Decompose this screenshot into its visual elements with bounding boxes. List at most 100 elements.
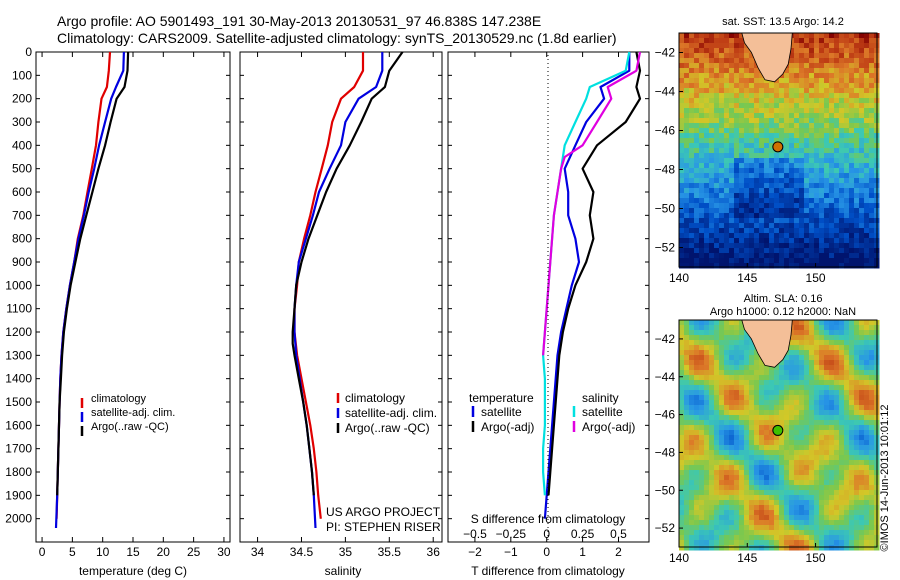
map-cell (684, 73, 690, 79)
map-cell (694, 223, 700, 229)
map-cell (799, 395, 805, 401)
map-cell (829, 325, 835, 331)
map-cell (804, 33, 810, 39)
map-cell (814, 320, 820, 326)
map-cell (864, 178, 870, 184)
map-cell (779, 510, 785, 516)
map-cell (724, 380, 730, 386)
map-cell (764, 400, 770, 406)
map-cell (724, 183, 730, 189)
map-cell (684, 405, 690, 411)
map-cell (769, 198, 775, 204)
map-cell (704, 248, 710, 254)
map-cell (769, 400, 775, 406)
map-cell (754, 248, 760, 254)
map-cell (834, 78, 840, 84)
map-cell (694, 390, 700, 396)
map-cell (844, 233, 850, 239)
map-cell (719, 178, 725, 184)
map-cell (759, 93, 765, 99)
map-cell (849, 238, 855, 244)
map-cell (764, 465, 770, 471)
map-cell (804, 188, 810, 194)
map-cell (869, 365, 875, 371)
map-cell (739, 485, 745, 491)
map-cell (864, 188, 870, 194)
map-cell (734, 450, 740, 456)
map-cell (849, 38, 855, 44)
map-cell (739, 48, 745, 54)
map-cell (729, 525, 735, 531)
map-cell (799, 465, 805, 471)
map-cell (704, 395, 710, 401)
map-cell (709, 113, 715, 119)
map-cell (814, 158, 820, 164)
map-cell (839, 350, 845, 356)
map-cell (869, 138, 875, 144)
map-cell (834, 515, 840, 521)
map-cell (854, 153, 860, 159)
map-cell (704, 440, 710, 446)
map-cell (729, 58, 735, 64)
map-cell (814, 485, 820, 491)
map-cell (809, 460, 815, 466)
map-cell (799, 243, 805, 249)
map-cell (844, 370, 850, 376)
y-tick-label: 1400 (5, 372, 32, 386)
map-cell (789, 375, 795, 381)
map-cell (714, 213, 720, 219)
map-cell (774, 490, 780, 496)
map-cell (794, 475, 800, 481)
map-cell (719, 238, 725, 244)
map-cell (839, 83, 845, 89)
map-cell (729, 430, 735, 436)
map-cell (754, 425, 760, 431)
map-cell (789, 123, 795, 129)
map-cell (729, 218, 735, 224)
map-cell (684, 470, 690, 476)
map-cell (814, 248, 820, 254)
map-cell (699, 213, 705, 219)
map-cell (839, 113, 845, 119)
map-cell (789, 420, 795, 426)
map-cell (859, 540, 865, 546)
map-cell (694, 88, 700, 94)
map-cell (744, 88, 750, 94)
map-cell (714, 395, 720, 401)
map-cell (849, 370, 855, 376)
x-tick-label: 30 (217, 545, 231, 559)
map-cell (689, 193, 695, 199)
map-cell (824, 203, 830, 209)
map-cell (719, 103, 725, 109)
map-cell (729, 78, 735, 84)
map-cell (799, 88, 805, 94)
map-cell (724, 118, 730, 124)
map-cell (699, 98, 705, 104)
map-cell (829, 93, 835, 99)
map-cell (764, 238, 770, 244)
map-cell (819, 395, 825, 401)
map-cell (819, 380, 825, 386)
map-cell (819, 515, 825, 521)
map-cell (749, 253, 755, 259)
map-cell (729, 510, 735, 516)
map-cell (709, 223, 715, 229)
map-cell (739, 128, 745, 134)
map-cell (849, 510, 855, 516)
map-cell (864, 365, 870, 371)
map-cell (844, 335, 850, 341)
map-cell (744, 153, 750, 159)
map-cell (739, 440, 745, 446)
map-cell (749, 168, 755, 174)
map-cell (739, 43, 745, 49)
x-tick-label: 145 (737, 551, 757, 565)
map-cell (789, 505, 795, 511)
map-cell (739, 208, 745, 214)
map-cell (744, 98, 750, 104)
map-cell (804, 193, 810, 199)
map-cell (689, 325, 695, 331)
map-cell (834, 545, 840, 551)
map-cell (764, 243, 770, 249)
map-cell (789, 153, 795, 159)
map-cell (749, 233, 755, 239)
